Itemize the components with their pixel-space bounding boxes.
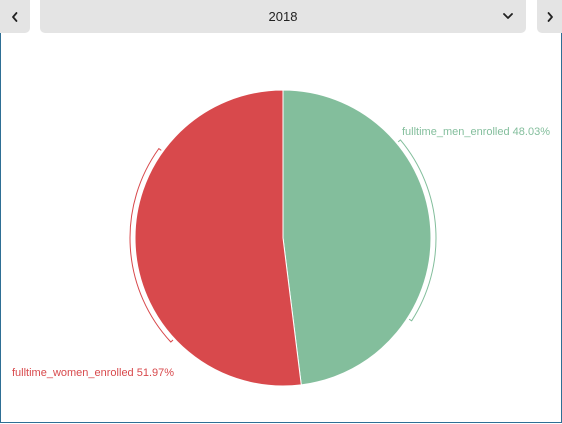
- next-year-button[interactable]: [537, 0, 562, 33]
- chevron-right-icon: [547, 11, 553, 22]
- slice-label-fulltime-women-enrolled: fulltime_women_enrolled 51.97%: [12, 367, 174, 379]
- slice-bracket: [397, 139, 437, 322]
- previous-year-button[interactable]: [0, 0, 30, 33]
- slice-bracket: [129, 147, 174, 343]
- chevron-down-icon: [503, 13, 513, 19]
- year-dropdown-value: 2018: [268, 9, 298, 24]
- pie-slice-fulltime-women-enrolled[interactable]: [134, 89, 302, 387]
- chevron-left-icon: [12, 11, 18, 22]
- slice-label-fulltime-men-enrolled: fulltime_men_enrolled 48.03%: [402, 126, 550, 138]
- pie-slice-fulltime-men-enrolled[interactable]: [282, 89, 432, 386]
- year-dropdown[interactable]: 2018: [40, 0, 526, 33]
